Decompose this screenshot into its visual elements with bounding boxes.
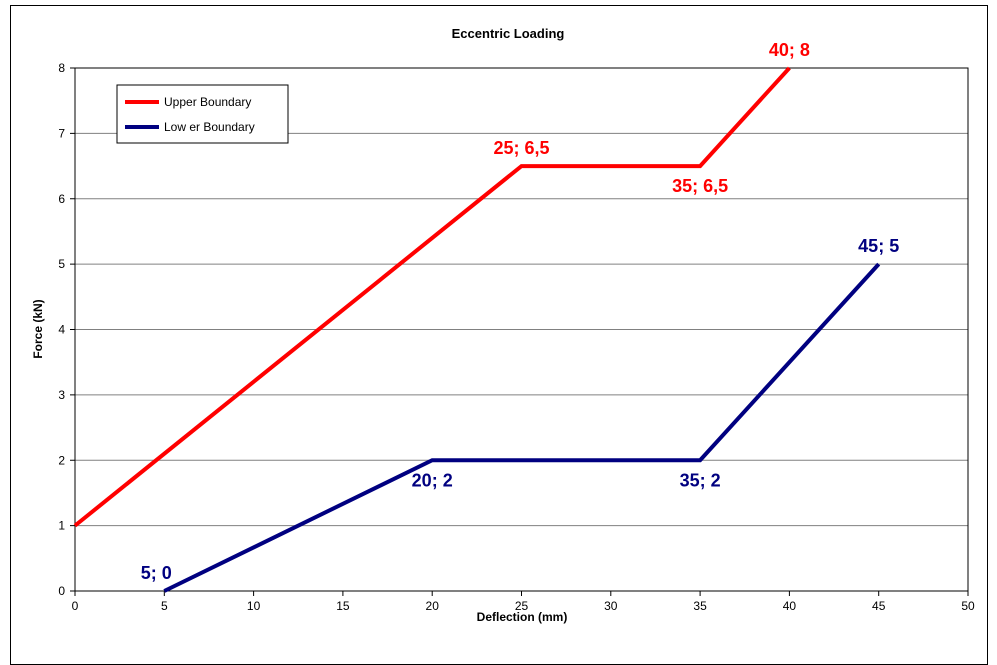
x-tick-label-45: 45 xyxy=(872,599,886,613)
legend-box xyxy=(116,84,289,144)
data-label-5: 35; 2 xyxy=(680,470,721,490)
legend: Upper Boundary Low er Boundary xyxy=(116,84,289,144)
series-line-lower-boundary xyxy=(163,262,881,593)
series-lines xyxy=(73,66,881,593)
x-tick-label-10: 10 xyxy=(247,599,261,613)
y-tick-label-6: 6 xyxy=(58,192,65,206)
y-axis-ticks: 0 1 2 3 4 5 6 7 8 xyxy=(58,61,75,598)
x-tick-label-25: 25 xyxy=(515,599,529,613)
x-tick-label-0: 0 xyxy=(72,599,79,613)
data-labels: 25; 6,5 35; 6,5 40; 8 5; 0 20; 2 35; 2 45; 5 xyxy=(141,40,899,583)
legend-label-upper: Upper Boundary xyxy=(164,95,251,109)
x-axis-title: Deflection (mm) xyxy=(477,610,568,624)
y-tick-label-4: 4 xyxy=(58,323,65,337)
y-tick-label-1: 1 xyxy=(58,519,65,533)
y-tick-label-0: 0 xyxy=(58,584,65,598)
legend-label-lower: Low er Boundary xyxy=(164,120,255,134)
y-tick-label-3: 3 xyxy=(58,388,65,402)
data-label-2: 40; 8 xyxy=(769,40,810,60)
y-axis-title: Force (kN) xyxy=(31,299,45,358)
x-tick-label-50: 50 xyxy=(961,599,975,613)
x-tick-label-35: 35 xyxy=(693,599,707,613)
gridlines xyxy=(75,132,968,527)
y-tick-label-5: 5 xyxy=(58,257,65,271)
series-line-upper-boundary xyxy=(73,66,791,528)
data-label-1: 35; 6,5 xyxy=(672,176,728,196)
x-tick-label-30: 30 xyxy=(604,599,618,613)
data-label-6: 45; 5 xyxy=(858,236,899,256)
data-label-0: 25; 6,5 xyxy=(493,138,549,158)
data-label-4: 20; 2 xyxy=(412,470,453,490)
y-tick-label-7: 7 xyxy=(58,126,65,140)
x-tick-label-40: 40 xyxy=(783,599,797,613)
x-axis-ticks: 0 5 10 15 20 25 30 35 40 45 50 xyxy=(72,591,975,613)
y-tick-label-2: 2 xyxy=(58,453,65,467)
chart-title: Eccentric Loading xyxy=(452,26,565,41)
x-tick-label-5: 5 xyxy=(161,599,168,613)
x-tick-label-20: 20 xyxy=(426,599,440,613)
y-tick-label-8: 8 xyxy=(58,61,65,75)
data-label-3: 5; 0 xyxy=(141,563,172,583)
x-tick-label-15: 15 xyxy=(336,599,350,613)
